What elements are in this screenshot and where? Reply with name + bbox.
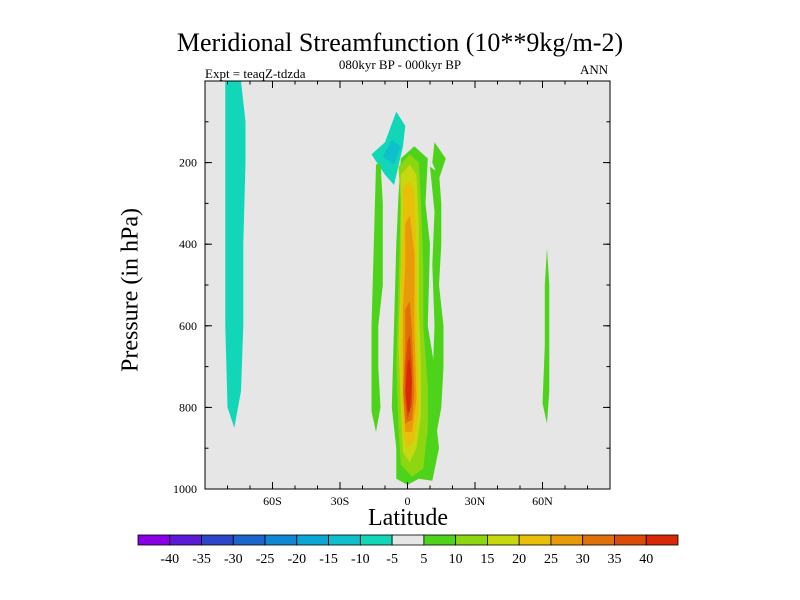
region-upper-small-positive xyxy=(432,142,446,179)
colorbar-swatch xyxy=(169,534,202,546)
colorbar-label: 40 xyxy=(639,552,653,567)
colorbar-label: -15 xyxy=(319,552,338,567)
x-tick-label: 60N xyxy=(532,494,553,508)
colorbar-swatch xyxy=(455,534,488,546)
colorbar-swatch xyxy=(518,534,552,546)
colorbar-swatch xyxy=(614,534,647,546)
colorbar: -40 -35 -30 -25 -20 -15 -10 -5 5 10 15 20 25 30 35 40 xyxy=(137,534,679,567)
chart-subtitle: 080kyr BP - 000kyr BP xyxy=(338,57,462,72)
colorbar-label: 30 xyxy=(576,552,590,567)
axis-ticks: 60S 30S 0 30N 60N 200 400 600 800 1000 xyxy=(173,81,611,508)
colorbar-swatch xyxy=(423,534,457,546)
colorbar-label: 15 xyxy=(480,552,494,567)
y-tick-label: 400 xyxy=(179,237,197,251)
colorbar-swatch xyxy=(201,534,234,546)
x-axis-label: Latitude xyxy=(368,505,448,531)
contour-regions xyxy=(225,81,550,485)
region-sh-subtropical-band-positive xyxy=(371,162,383,432)
plot-frame xyxy=(204,80,611,490)
region-nh-highlat-positive xyxy=(542,248,550,424)
experiment-label: Expt = teaqZ-tdzda xyxy=(205,66,306,81)
y-tick-label: 1000 xyxy=(173,482,197,496)
colorbar-swatch xyxy=(391,534,425,546)
colorbar-label: 35 xyxy=(607,552,621,567)
x-tick-label: 60S xyxy=(263,494,282,508)
colorbar-label: 10 xyxy=(449,552,463,567)
colorbar-label: 25 xyxy=(544,552,558,567)
region-nh-subtropical-band-positive xyxy=(430,166,444,432)
colorbar-swatch xyxy=(137,534,171,546)
x-tick-label: 30S xyxy=(331,494,350,508)
season-label: ANN xyxy=(580,62,609,77)
region-upper-tropics-negative-core xyxy=(382,140,401,165)
colorbar-label: -35 xyxy=(192,552,211,567)
colorbar-swatch xyxy=(359,534,393,546)
x-tick-label: 0 xyxy=(405,494,411,508)
colorbar-label: 5 xyxy=(420,552,427,567)
colorbar-label: -10 xyxy=(351,552,370,567)
colorbar-swatch xyxy=(232,534,266,546)
colorbar-label: -30 xyxy=(224,552,243,567)
colorbar-swatch xyxy=(296,534,329,546)
chart-title: Meridional Streamfunction (10**9kg/m-2) xyxy=(176,28,624,57)
colorbar-swatch xyxy=(487,534,520,546)
colorbar-label: 20 xyxy=(512,552,526,567)
colorbar-swatch xyxy=(264,534,298,546)
colorbar-label: -25 xyxy=(256,552,275,567)
y-tick-label: 800 xyxy=(179,400,197,414)
y-tick-label: 600 xyxy=(179,319,197,333)
region-sh-highlat-negative xyxy=(225,81,246,428)
colorbar-label: -20 xyxy=(287,552,306,567)
y-tick-label: 200 xyxy=(179,156,197,170)
colorbar-label: -5 xyxy=(386,552,398,567)
colorbar-swatch xyxy=(550,534,584,546)
colorbar-label: -40 xyxy=(160,552,179,567)
colorbar-swatch xyxy=(328,534,361,546)
x-tick-label: 30N xyxy=(465,494,486,508)
colorbar-swatch xyxy=(645,534,679,546)
colorbar-swatch xyxy=(582,534,615,546)
region-equatorial-cell-40 xyxy=(405,358,412,412)
